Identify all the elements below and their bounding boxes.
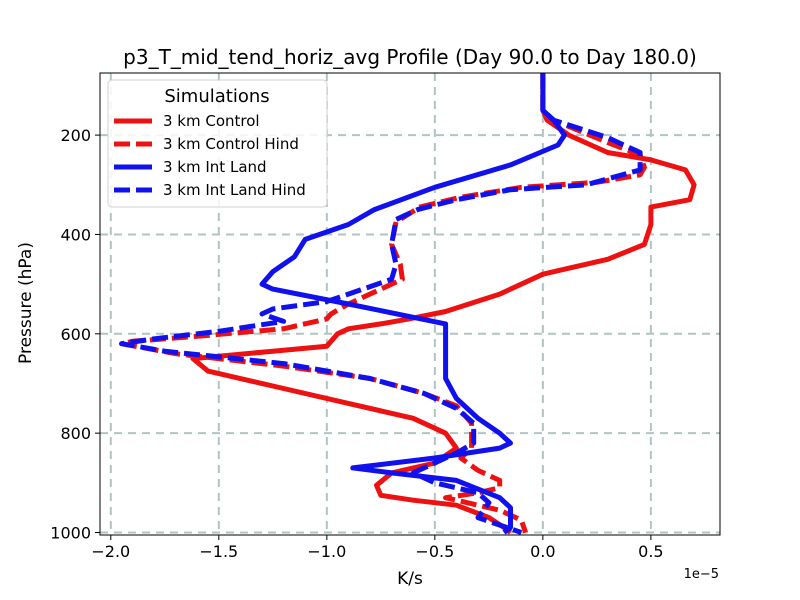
legend: Simulations 3 km Control 3 km Control Hin… bbox=[107, 79, 328, 208]
y-axis: 200 400 600 800 1000 bbox=[50, 126, 100, 543]
x-tick-label: 0.5 bbox=[638, 542, 663, 561]
legend-box bbox=[107, 79, 328, 208]
x-tick-label: −1.5 bbox=[199, 542, 238, 561]
series-line-3-km-int-land bbox=[259, 73, 567, 535]
y-tick-label: 400 bbox=[60, 225, 91, 244]
y-tick-label: 1000 bbox=[50, 524, 91, 543]
series-group bbox=[119, 73, 697, 535]
y-tick-label: 600 bbox=[60, 325, 91, 344]
x-axis-offset-label: 1e−5 bbox=[684, 567, 719, 582]
legend-title: Simulations bbox=[164, 86, 269, 107]
legend-label-3-km-int-land: 3 km Int Land bbox=[163, 158, 267, 176]
x-axis-label: K/s bbox=[397, 569, 423, 589]
legend-label-3-km-control-hind: 3 km Control Hind bbox=[163, 135, 299, 153]
x-tick-label: −2.0 bbox=[91, 542, 130, 561]
x-axis: −2.0 −1.5 −1.0 −0.5 0.0 0.5 bbox=[91, 535, 664, 561]
y-axis-label: Pressure (hPa) bbox=[16, 242, 36, 364]
series-line-3-km-int-land-hind bbox=[119, 73, 643, 535]
series-line-3-km-control bbox=[190, 73, 697, 535]
x-tick-label: 0.0 bbox=[530, 542, 555, 561]
legend-label-3-km-int-land-hind: 3 km Int Land Hind bbox=[163, 181, 306, 199]
y-tick-label: 800 bbox=[60, 424, 91, 443]
legend-items: 3 km Control 3 km Control Hind 3 km Int La… bbox=[114, 112, 306, 199]
legend-label-3-km-control: 3 km Control bbox=[163, 112, 260, 130]
plot-frame bbox=[99, 72, 721, 536]
x-tick-label: −0.5 bbox=[415, 542, 454, 561]
x-tick-label: −1.0 bbox=[307, 542, 346, 561]
y-tick-label: 200 bbox=[60, 126, 91, 145]
chart-title: p3_T_mid_tend_horiz_avg Profile (Day 90.… bbox=[123, 45, 697, 69]
